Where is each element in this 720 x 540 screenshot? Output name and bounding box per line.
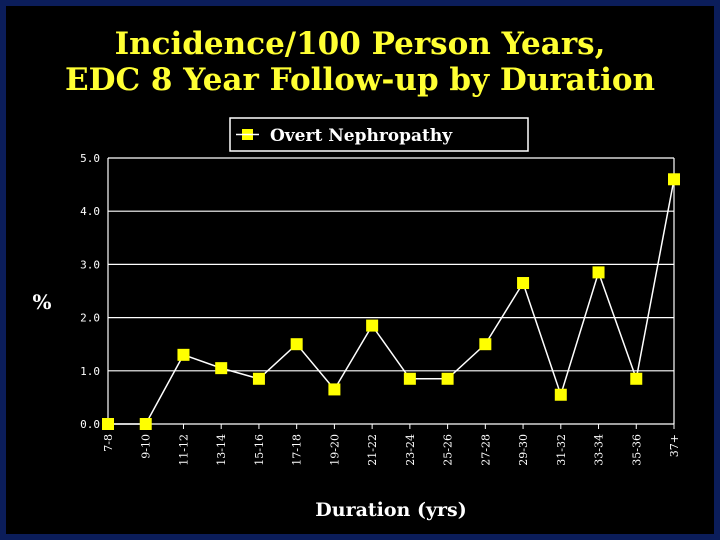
x-tick-label: 19-20 (328, 434, 341, 466)
data-point (328, 383, 341, 396)
x-tick-label: 27-28 (479, 434, 492, 466)
data-point (139, 418, 152, 430)
x-tick-label: 17-18 (291, 434, 304, 466)
x-tick-label: 9-10 (140, 434, 153, 459)
y-tick-label: 2.0 (80, 312, 100, 325)
data-point (215, 362, 228, 375)
y-tick-label: 4.0 (80, 205, 100, 218)
x-tick-label: 11-12 (177, 434, 190, 466)
x-tick-label: 33-34 (593, 434, 606, 466)
data-point (592, 266, 605, 279)
data-point (517, 277, 530, 290)
chart: 0.0 1.0 2.0 3.0 4.0 5.0 7-8 9-10 11-12 13-14 15-16… (32, 117, 681, 521)
x-tick-label: 21-22 (366, 434, 379, 466)
chart-title-line1: Incidence/100 Person Years, (114, 26, 606, 62)
x-tick-label: 15-16 (253, 434, 266, 466)
data-point (366, 319, 379, 332)
legend-box (229, 117, 529, 152)
x-tick-label: 31-32 (555, 434, 568, 466)
y-axis-label: % (32, 290, 51, 314)
y-tick-label: 1.0 (80, 365, 100, 378)
data-point (177, 348, 190, 361)
x-tick-label: 13-14 (215, 434, 228, 466)
data-point (554, 388, 567, 401)
data-point (102, 418, 114, 430)
y-tick-label: 0.0 (80, 418, 100, 431)
data-point (403, 372, 416, 385)
data-point (290, 338, 303, 351)
slide: Incidence/100 Person Years, EDC 8 Year F… (6, 6, 714, 534)
chart-title-line2: EDC 8 Year Follow-up by Duration (64, 62, 656, 98)
legend-label: Overt Nephropathy (270, 126, 453, 146)
data-point (668, 173, 680, 186)
data-point (479, 338, 492, 351)
x-tick-label: 35-36 (630, 434, 643, 466)
data-point (252, 372, 265, 385)
x-tick-label: 29-30 (517, 434, 530, 466)
data-point (630, 372, 643, 385)
series-line (108, 179, 675, 425)
data-point (441, 372, 454, 385)
x-tick-label: 23-24 (404, 434, 417, 466)
y-tick-label: 3.0 (80, 258, 100, 271)
y-tick-label: 5.0 (80, 152, 100, 165)
x-tick-label: 37+ (668, 434, 681, 457)
x-tick-label: 7-8 (102, 434, 115, 452)
x-tick-label: 25-26 (442, 434, 455, 466)
x-axis-label: Duration (yrs) (315, 499, 466, 521)
